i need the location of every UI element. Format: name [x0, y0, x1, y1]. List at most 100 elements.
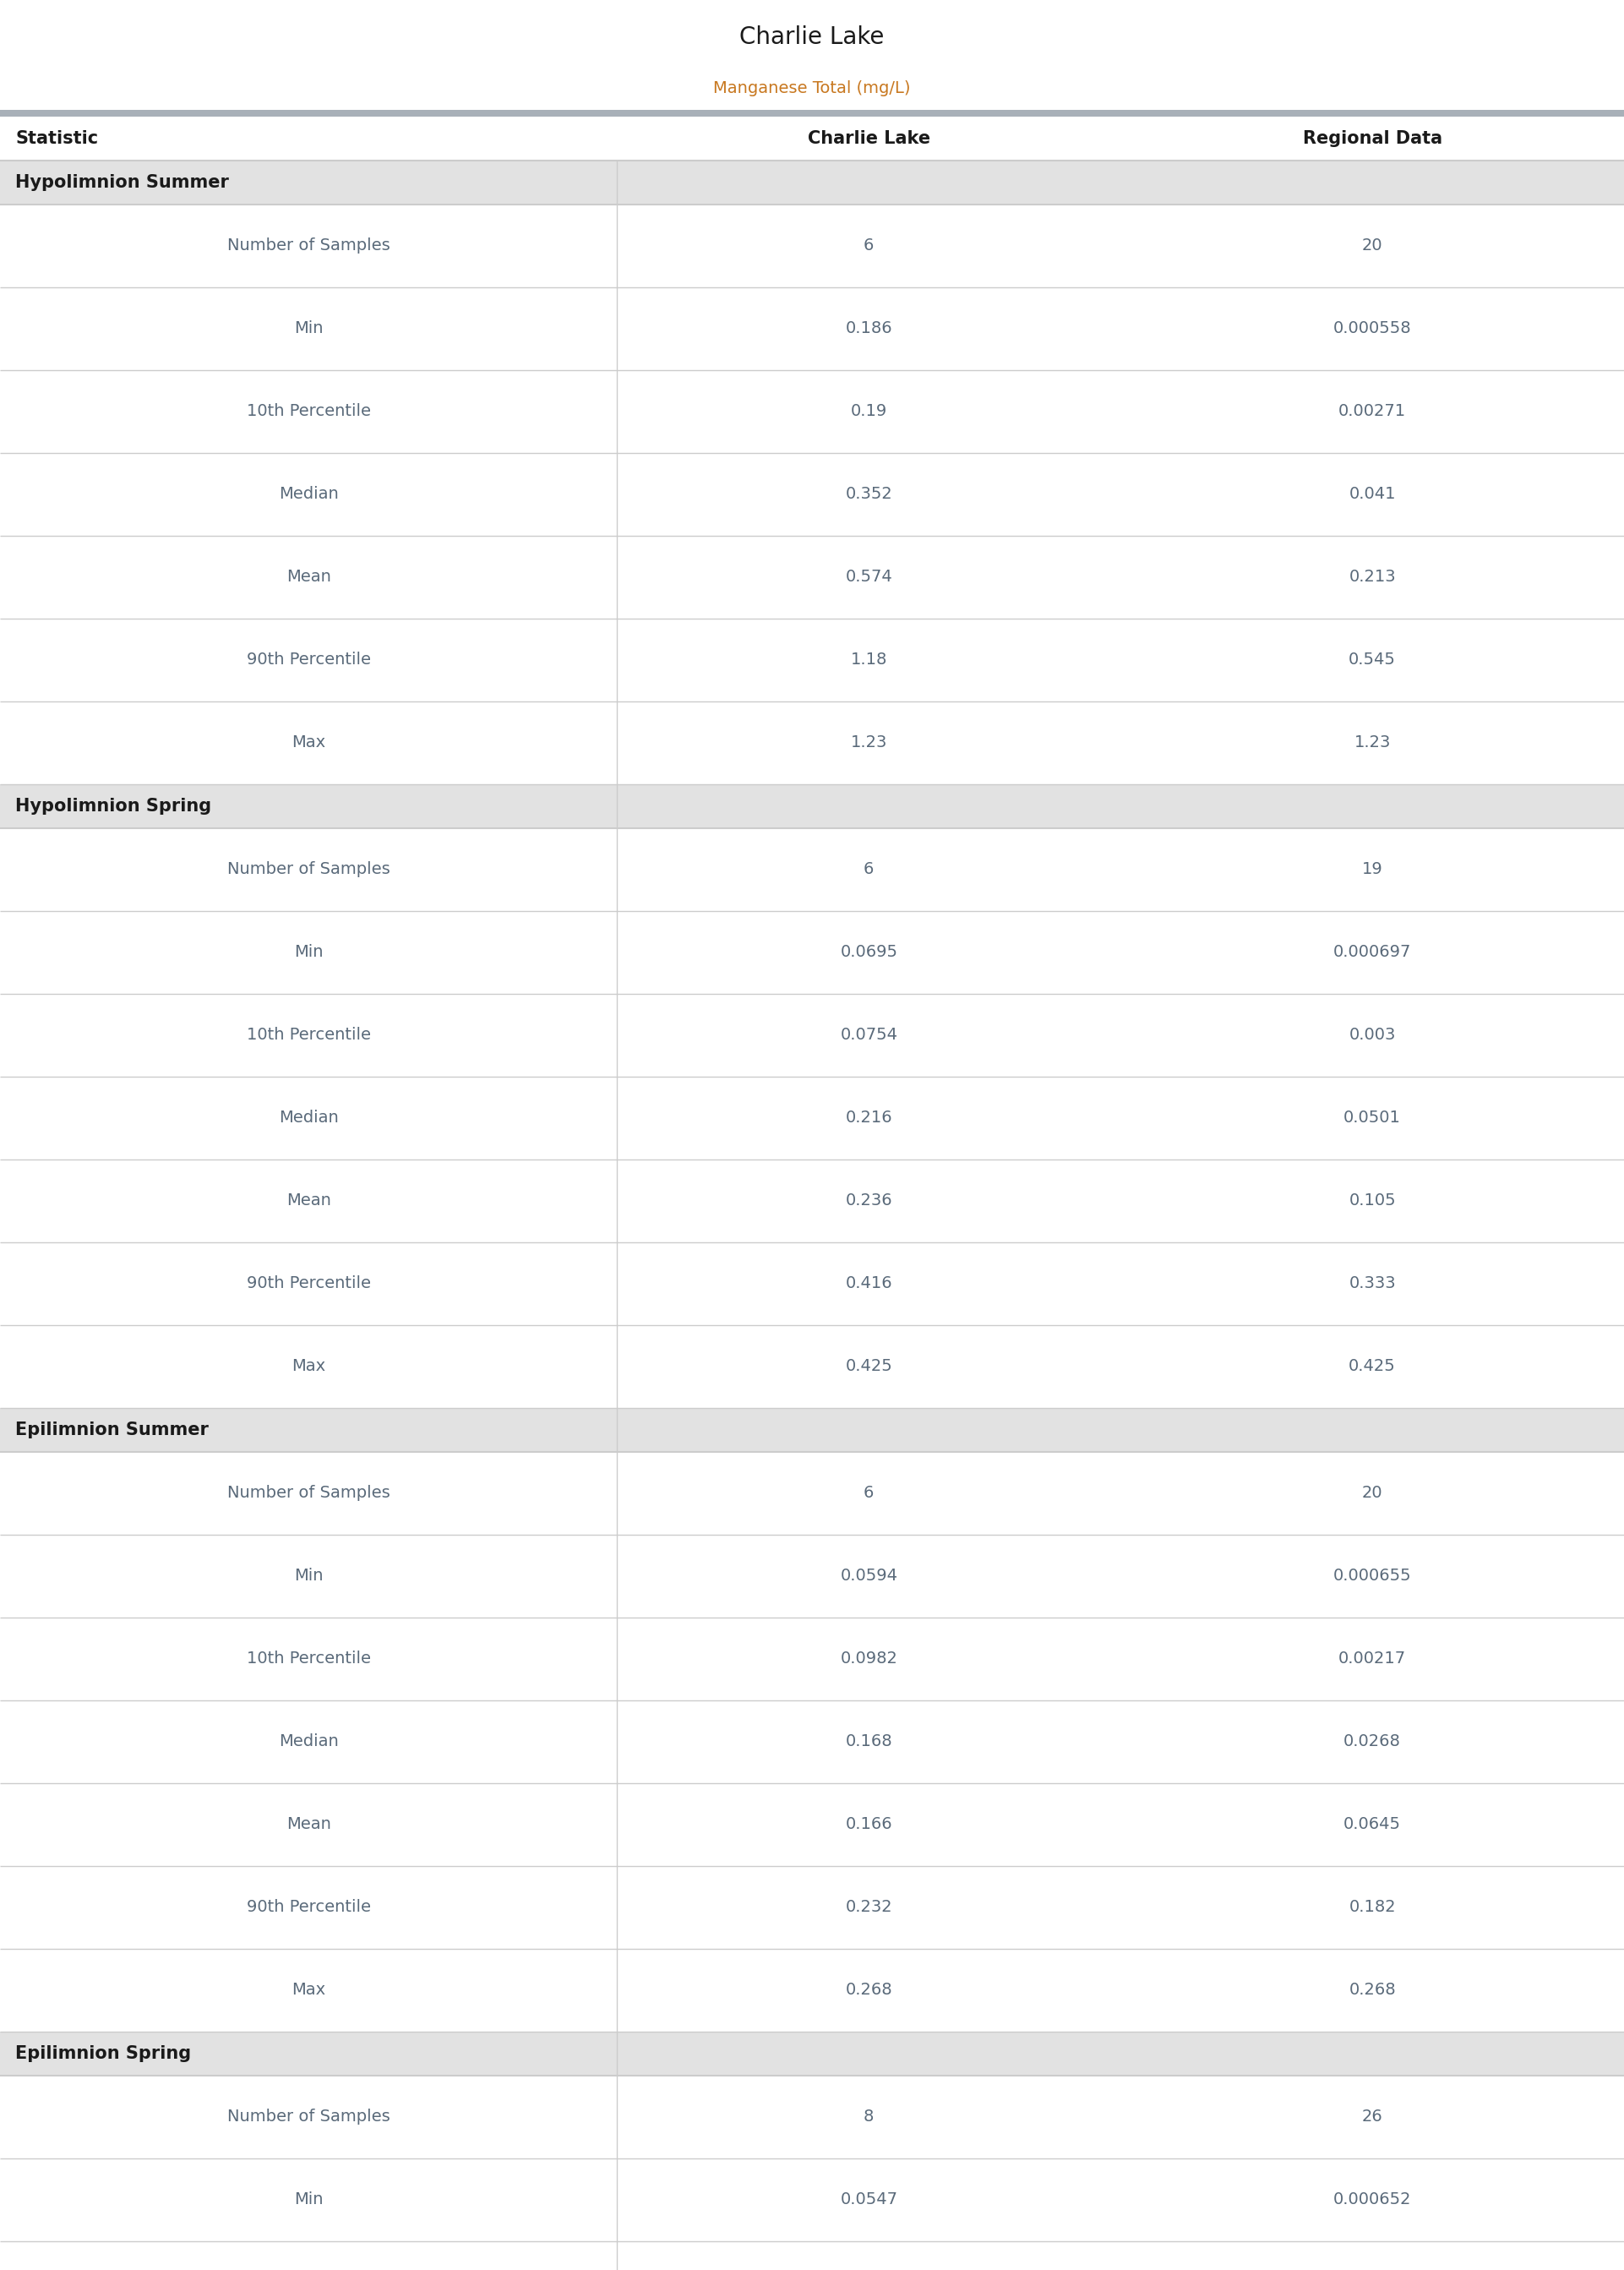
- Text: 0.574: 0.574: [844, 570, 893, 586]
- Text: Manganese Total (mg/L): Manganese Total (mg/L): [713, 82, 911, 98]
- Text: 0.000697: 0.000697: [1333, 944, 1411, 960]
- Text: Min: Min: [294, 320, 323, 336]
- Text: 20: 20: [1363, 1485, 1382, 1500]
- Bar: [0, 161, 1624, 204]
- Bar: [0, 370, 1624, 454]
- Bar: [0, 116, 1624, 161]
- Text: 0.236: 0.236: [846, 1194, 892, 1210]
- Bar: [0, 1700, 1624, 1784]
- Text: 20: 20: [1363, 238, 1382, 254]
- Bar: [0, 1242, 1624, 1326]
- Text: Charlie Lake: Charlie Lake: [807, 129, 931, 148]
- Text: 90th Percentile: 90th Percentile: [247, 1276, 370, 1292]
- Text: 6: 6: [864, 1485, 874, 1500]
- Bar: [0, 109, 1624, 116]
- Text: 10th Percentile: 10th Percentile: [247, 404, 370, 420]
- Bar: [0, 829, 1624, 910]
- Bar: [0, 1619, 1624, 1700]
- Text: Min: Min: [294, 2193, 323, 2209]
- Text: 0.000558: 0.000558: [1333, 320, 1411, 336]
- Bar: [0, 1407, 1624, 1453]
- Bar: [0, 1453, 1624, 1535]
- Text: 0.0754: 0.0754: [840, 1028, 898, 1044]
- Text: 0.0268: 0.0268: [1343, 1734, 1402, 1750]
- Text: Statistic: Statistic: [15, 129, 97, 148]
- Bar: [0, 910, 1624, 994]
- Text: 0.041: 0.041: [1350, 486, 1395, 502]
- Text: 0.232: 0.232: [846, 1900, 892, 1916]
- Text: 1.23: 1.23: [1354, 735, 1390, 751]
- Text: Epilimnion Spring: Epilimnion Spring: [15, 2045, 192, 2061]
- Bar: [0, 1160, 1624, 1242]
- Text: 0.0501: 0.0501: [1343, 1110, 1402, 1126]
- Text: 8: 8: [864, 2109, 874, 2125]
- Text: Hypolimnion Spring: Hypolimnion Spring: [15, 797, 211, 815]
- Text: 0.216: 0.216: [846, 1110, 892, 1126]
- Text: Regional Data: Regional Data: [1302, 129, 1442, 148]
- Bar: [0, 994, 1624, 1076]
- Text: Epilimnion Summer: Epilimnion Summer: [15, 1421, 208, 1439]
- Text: 0.333: 0.333: [1350, 1276, 1395, 1292]
- Text: Charlie Lake: Charlie Lake: [739, 25, 885, 50]
- Bar: [0, 2032, 1624, 2075]
- Text: Mean: Mean: [286, 1816, 331, 1832]
- Text: 0.0982: 0.0982: [840, 1650, 898, 1666]
- Text: 0.00271: 0.00271: [1338, 404, 1406, 420]
- Text: Number of Samples: Number of Samples: [227, 1485, 390, 1500]
- Text: 0.0594: 0.0594: [840, 1569, 898, 1584]
- Text: 0.425: 0.425: [1348, 1357, 1397, 1376]
- Text: 0.213: 0.213: [1350, 570, 1395, 586]
- Bar: [0, 1784, 1624, 1866]
- Text: 0.000652: 0.000652: [1333, 2193, 1411, 2209]
- Text: Max: Max: [292, 735, 325, 751]
- Bar: [0, 204, 1624, 288]
- Text: Median: Median: [279, 486, 338, 502]
- Text: 26: 26: [1363, 2109, 1382, 2125]
- Text: 90th Percentile: 90th Percentile: [247, 651, 370, 667]
- Text: Number of Samples: Number of Samples: [227, 2109, 390, 2125]
- Text: 10th Percentile: 10th Percentile: [247, 1650, 370, 1666]
- Text: 0.19: 0.19: [851, 404, 887, 420]
- Bar: [0, 1950, 1624, 2032]
- Text: 10th Percentile: 10th Percentile: [247, 1028, 370, 1044]
- Text: 0.105: 0.105: [1350, 1194, 1395, 1210]
- Text: 1.23: 1.23: [851, 735, 887, 751]
- Text: 0.0547: 0.0547: [840, 2193, 898, 2209]
- Bar: [0, 2075, 1624, 2159]
- Text: Mean: Mean: [286, 570, 331, 586]
- Bar: [0, 454, 1624, 536]
- Text: Median: Median: [279, 1110, 338, 1126]
- Text: 19: 19: [1363, 863, 1382, 878]
- Text: 0.182: 0.182: [1350, 1900, 1395, 1916]
- Bar: [0, 2240, 1624, 2270]
- Bar: [0, 1326, 1624, 1407]
- Text: Min: Min: [294, 1569, 323, 1584]
- Text: 0.0645: 0.0645: [1343, 1816, 1402, 1832]
- Bar: [0, 701, 1624, 783]
- Text: 0.416: 0.416: [846, 1276, 892, 1292]
- Text: 6: 6: [864, 863, 874, 878]
- Text: 0.425: 0.425: [844, 1357, 893, 1376]
- Text: 90th Percentile: 90th Percentile: [247, 1900, 370, 1916]
- Bar: [0, 1866, 1624, 1950]
- Bar: [0, 1535, 1624, 1619]
- Bar: [0, 0, 1624, 109]
- Text: 0.352: 0.352: [844, 486, 893, 502]
- Text: 0.268: 0.268: [846, 1982, 892, 1998]
- Text: Hypolimnion Summer: Hypolimnion Summer: [15, 175, 229, 191]
- Text: Max: Max: [292, 1357, 325, 1376]
- Text: 0.166: 0.166: [846, 1816, 892, 1832]
- Text: 0.545: 0.545: [1348, 651, 1397, 667]
- Text: 0.0695: 0.0695: [840, 944, 898, 960]
- Text: Median: Median: [279, 1734, 338, 1750]
- Bar: [0, 536, 1624, 620]
- Bar: [0, 288, 1624, 370]
- Text: 6: 6: [864, 238, 874, 254]
- Text: 0.00217: 0.00217: [1338, 1650, 1406, 1666]
- Text: 1.18: 1.18: [851, 651, 887, 667]
- Text: 0.000655: 0.000655: [1333, 1569, 1411, 1584]
- Bar: [0, 620, 1624, 701]
- Bar: [0, 2159, 1624, 2240]
- Text: Min: Min: [294, 944, 323, 960]
- Text: 0.268: 0.268: [1350, 1982, 1395, 1998]
